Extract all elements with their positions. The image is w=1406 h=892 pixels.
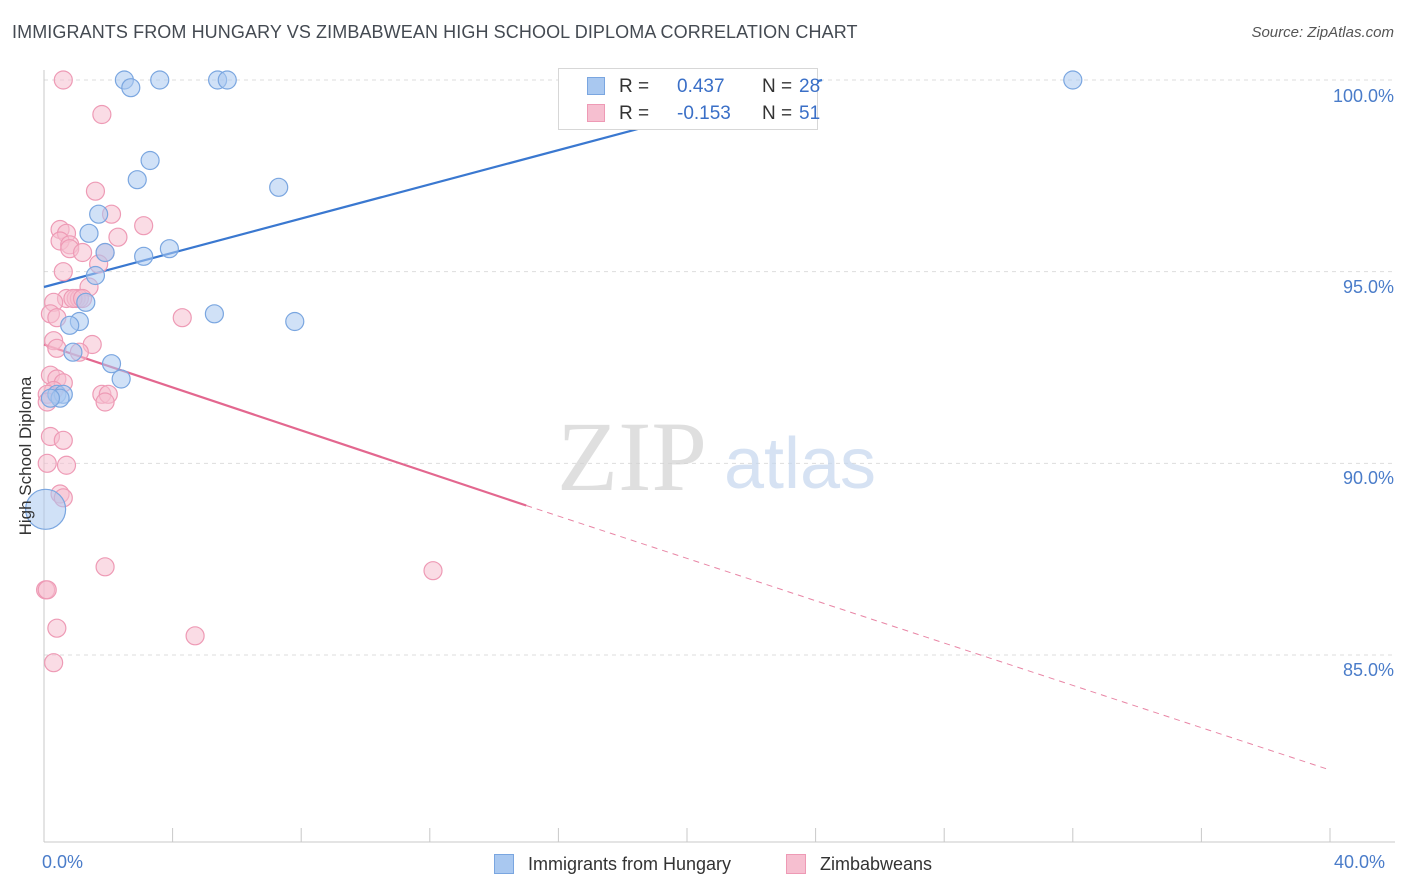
n-value-hungary: 28 [799,76,821,97]
zimbabweans-point [56,455,77,475]
hungary-point [89,204,109,224]
hungary-point [127,170,147,190]
zimbabweans-point [108,227,128,247]
zimbabweans-point [47,618,67,638]
points-hungary [25,70,1083,530]
zimbabweans-point [134,216,154,236]
legend-label-zimbabweans: Zimbabweans [820,854,933,874]
r-label: R = [619,76,650,97]
correlation-legend: R = 0.437 N = 28 R = -0.153 N = 51 [558,68,821,130]
hungary-point [140,150,160,171]
hungary-point [79,223,99,243]
swatch-pink [587,104,605,122]
hungary-point [285,311,305,332]
y-tick-95: 95.0% [1342,277,1394,297]
y-tick-100: 100.0% [1332,86,1394,106]
zimbabweans-point [95,392,115,412]
n-value-zimbabweans: 51 [799,103,821,124]
hungary-point [63,342,83,362]
hungary-point [204,304,224,324]
n-label: N = [762,103,793,124]
swatch-pink [786,854,806,874]
zimbabweans-point [37,580,57,600]
hungary-point [159,239,179,259]
axes [43,70,1395,843]
hungary-point [1063,70,1083,90]
hungary-point [101,354,122,374]
hungary-point [40,388,61,408]
trend-line-zimbabweans-extension [526,505,1331,771]
hungary-point [217,70,237,90]
legend-label-hungary: Immigrants from Hungary [528,854,732,874]
hungary-point [150,70,170,90]
r-value-zimbabweans: -0.153 [677,103,731,124]
watermark-atlas: atlas [724,424,876,504]
zimbabweans-point [72,242,93,263]
zimbabweans-point [37,453,57,473]
r-value-hungary: 0.437 [677,76,725,97]
hungary-point [134,246,154,266]
x-tick-0: 0.0% [42,852,84,872]
x-tick-40: 40.0% [1334,852,1386,872]
zimbabweans-point [172,308,192,328]
n-label: N = [762,76,793,97]
zimbabweans-point [423,561,443,581]
hungary-point [60,315,80,335]
zimbabweans-point [185,626,205,646]
y-axis-label: High School Diploma [16,376,35,536]
zimbabweans-point [95,557,115,577]
zimbabweans-point [53,262,73,282]
points-zimbabweans [36,70,443,673]
r-label: R = [619,103,650,124]
y-tick-85: 85.0% [1342,660,1394,680]
zimbabweans-point [85,181,106,201]
hungary-point [95,242,115,263]
watermark-zip: ZIP [557,401,707,512]
zimbabweans-point [44,653,64,673]
source-label: Source: ZipAtlas.com [1251,24,1394,41]
swatch-blue [587,77,605,95]
hungary-point [111,369,131,389]
swatch-blue [494,854,514,874]
chart-title: IMMIGRANTS FROM HUNGARY VS ZIMBABWEAN HI… [12,22,858,42]
hungary-point [76,292,96,312]
zimbabweans-point [92,104,112,125]
hungary-point [85,265,106,286]
hungary-point [269,177,289,197]
y-tick-90: 90.0% [1342,468,1394,488]
hungary-point [25,488,67,530]
hungary-point [121,78,141,98]
zimbabweans-point [53,70,73,90]
zimbabweans-point [53,430,73,450]
zimbabweans-point [47,338,67,358]
